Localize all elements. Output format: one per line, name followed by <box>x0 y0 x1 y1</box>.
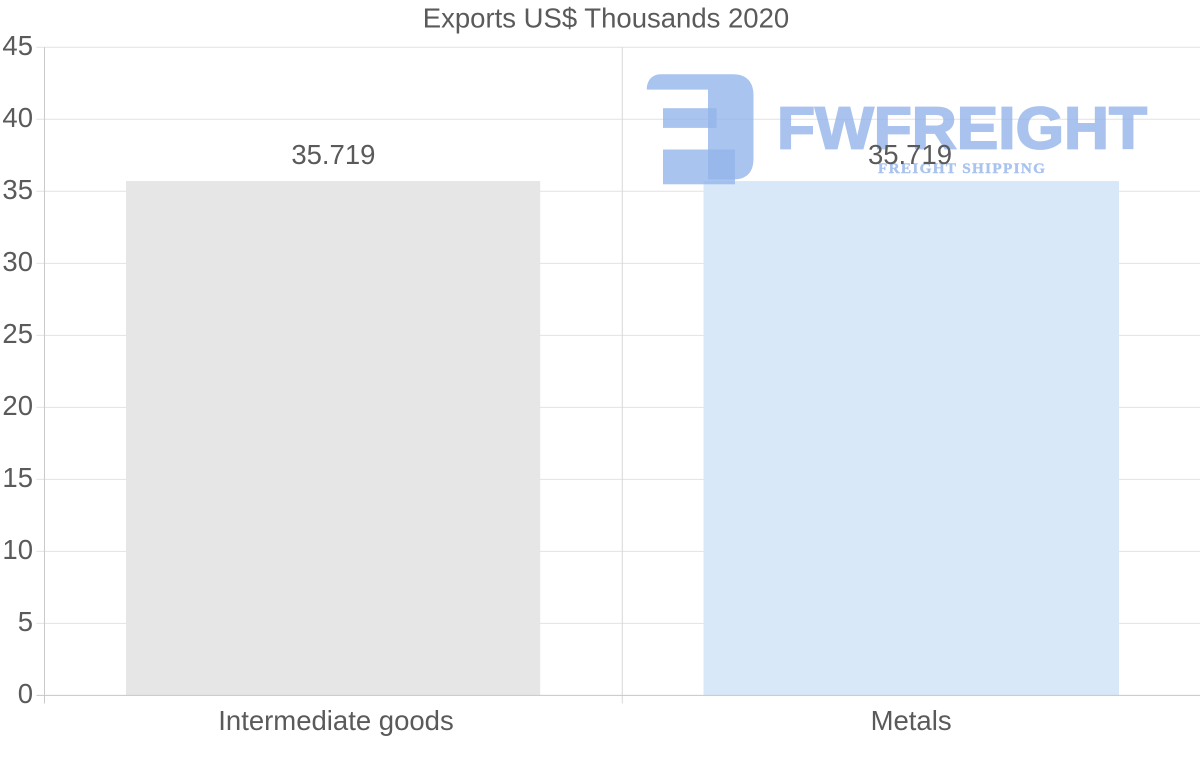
svg-text:5: 5 <box>18 606 33 637</box>
svg-text:40: 40 <box>2 102 33 133</box>
svg-text:Exports US$ Thousands 2020: Exports US$ Thousands 2020 <box>423 3 789 34</box>
svg-text:15: 15 <box>2 462 33 493</box>
svg-text:45: 45 <box>2 30 33 61</box>
svg-text:35.719: 35.719 <box>291 139 375 170</box>
svg-text:25: 25 <box>2 318 33 349</box>
svg-text:FREIGHT SHIPPING: FREIGHT SHIPPING <box>878 160 1045 177</box>
svg-text:35: 35 <box>2 174 33 205</box>
svg-text:Metals: Metals <box>871 705 952 736</box>
svg-text:Intermediate goods: Intermediate goods <box>218 705 453 736</box>
svg-text:30: 30 <box>2 246 33 277</box>
svg-text:35.719: 35.719 <box>868 139 952 170</box>
svg-text:0: 0 <box>18 678 33 709</box>
svg-text:FWFREIGHT: FWFREIGHT <box>777 96 1147 162</box>
svg-text:20: 20 <box>2 390 33 421</box>
svg-text:10: 10 <box>2 534 33 565</box>
